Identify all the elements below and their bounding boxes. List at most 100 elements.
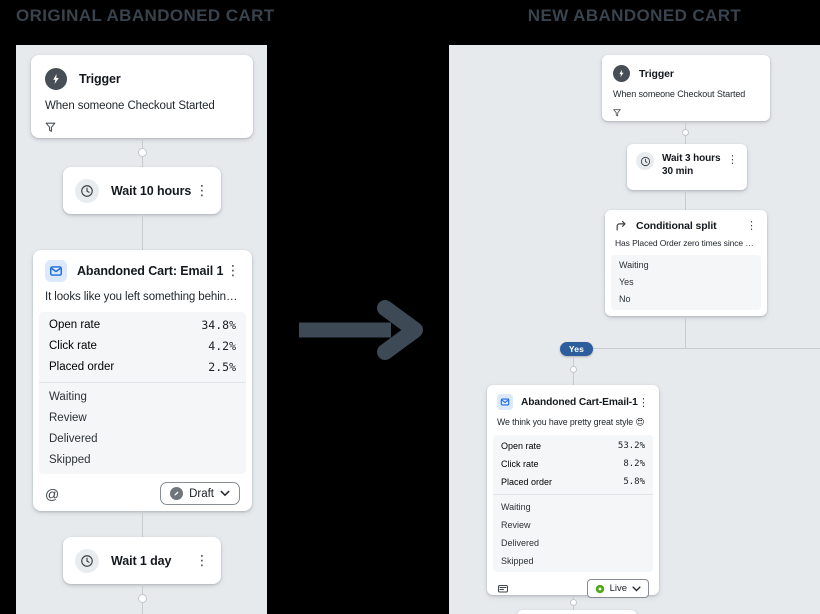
connector-line [141,511,143,537]
connector-node [137,148,147,157]
stat-value: 34.8% [201,318,236,332]
email-card[interactable]: Abandoned Cart: Email 1 ⋮ It looks like … [33,250,252,511]
draft-status-icon [170,487,184,500]
trigger-card[interactable]: Trigger When someone Checkout Started [602,55,770,121]
status-row: Skipped [501,556,534,566]
status-row: Waiting [501,502,531,512]
connector-node [570,366,577,373]
divider [493,494,653,495]
email-card-header: Abandoned Cart: Email 1 ⋮ [33,250,252,282]
stat-value: 53.2% [617,441,645,451]
stat-value: 2.5% [208,360,236,374]
split-condition: Has Placed Order zero times since starti… [615,238,757,248]
original-flow-panel: Trigger When someone Checkout Started Wa… [16,45,267,614]
trigger-title: Trigger [639,67,674,80]
stat-label: Open rate [49,319,101,331]
split-branches-block: Waiting Yes No [611,255,761,310]
email-subject: We think you have pretty great style 😍 [497,417,645,427]
filter-icon [612,105,770,123]
chevron-down-icon [220,490,230,497]
status-row: Review [501,520,531,530]
split-icon [615,219,628,232]
wait-card[interactable]: Wait 3 hours 30 min ⋮ [627,144,747,190]
clock-icon [636,152,654,170]
stat-label: Placed order [49,361,115,373]
status-row: Review [49,412,87,424]
filter-icon [44,121,253,139]
status-row: Skipped [49,454,91,466]
live-status-icon [595,584,605,594]
email-card-footer: Live [487,572,659,598]
connector-node [137,594,147,603]
wait-label: Wait 3 hours 30 min [662,153,721,177]
stat-row: Placed order 2.5% [39,357,246,378]
wait-card[interactable]: Wait 1 day ⋮ [63,537,221,584]
status-row: Delivered [49,433,98,445]
email-analytics-block: Open rate 34.8% Click rate 4.2% Placed o… [39,312,246,474]
new-heading: NEW ABANDONED CART [527,6,742,25]
status-dropdown[interactable]: Draft [160,482,240,505]
wait-label: Wait 1 day [111,553,172,568]
trigger-card[interactable]: Trigger When someone Checkout Started [31,55,253,138]
trigger-card-header: Trigger [31,55,253,90]
branch-row: Yes [619,277,634,287]
chevron-down-icon [632,585,641,591]
status-dropdown-label: Draft [189,487,214,500]
stat-row: Placed order 5.8% [493,473,653,491]
connector-line [576,347,820,349]
kebab-menu-icon[interactable]: ⋮ [727,153,738,166]
yes-branch-badge: Yes [560,342,593,356]
transform-arrow-icon [299,300,423,360]
split-card-header: Conditional split ⋮ [605,210,767,232]
trigger-description: When someone Checkout Started [45,100,215,112]
branch-row: No [619,294,631,304]
stat-row: Click rate 4.2% [39,336,246,357]
connector-line [685,190,687,210]
clock-icon [75,178,99,203]
stat-label: Click rate [501,459,539,469]
status-dropdown[interactable]: Live [586,579,649,598]
email-icon [497,394,513,410]
stat-row: Click rate 8.2% [493,455,653,473]
mention-icon: @ [45,485,60,502]
email-card[interactable]: Abandoned Cart-Email-1 ⋮ We think you ha… [487,385,659,598]
stat-label: Click rate [49,340,97,352]
stat-row: Open rate 53.2% [493,437,653,455]
trigger-title: Trigger [79,72,121,86]
wait-card[interactable]: Wait 10 hours ⋮ [63,167,221,214]
next-card-partial [517,610,637,614]
divider [39,382,246,383]
message-icon [497,583,509,595]
clock-icon [75,548,99,573]
email-card-footer: @ Draft [33,474,252,505]
email-analytics-block: Open rate 53.2% Click rate 8.2% Placed o… [493,435,653,572]
trigger-description: When someone Checkout Started [613,89,746,99]
status-row: Delivered [501,538,540,548]
connector-line [685,316,687,348]
wait-label: Wait 10 hours [111,183,192,198]
connector-node [682,129,689,136]
lightning-icon [613,65,630,82]
email-title: Abandoned Cart-Email-1 [521,396,638,408]
connector-node [570,599,577,606]
kebab-menu-icon[interactable]: ⋮ [195,182,209,199]
trigger-card-header: Trigger [602,55,770,82]
email-subject: It looks like you left something behind.… [45,291,240,303]
new-flow-panel: Trigger When someone Checkout Started Wa… [449,45,820,614]
stat-label: Placed order [501,477,553,487]
kebab-menu-icon[interactable]: ⋮ [226,263,240,279]
split-title: Conditional split [636,219,717,232]
kebab-menu-icon[interactable]: ⋮ [638,395,649,409]
stat-value: 8.2% [623,459,645,469]
kebab-menu-icon[interactable]: ⋮ [195,552,209,569]
lightning-icon [45,68,67,90]
stat-value: 4.2% [208,339,236,353]
stat-value: 5.8% [623,477,645,487]
email-title: Abandoned Cart: Email 1 [77,264,224,278]
branch-row: Waiting [619,260,649,270]
conditional-split-card[interactable]: Conditional split ⋮ Has Placed Order zer… [605,210,767,316]
connector-line [141,214,143,250]
status-row: Waiting [49,391,87,403]
kebab-menu-icon[interactable]: ⋮ [746,219,757,232]
